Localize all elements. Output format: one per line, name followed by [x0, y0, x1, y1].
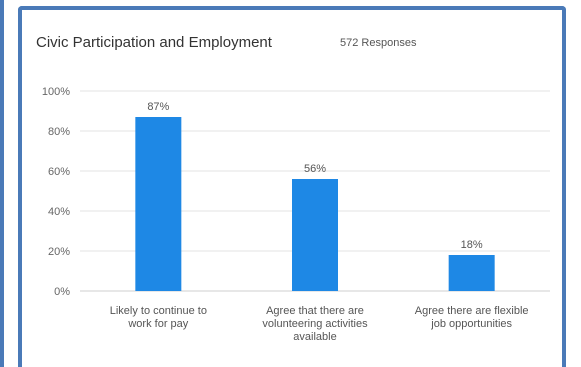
response-count: 572 Responses: [340, 37, 417, 49]
bar: [448, 255, 495, 291]
adjacent-panel-edge: [0, 0, 4, 367]
bar: [292, 179, 338, 291]
x-tick-label: Agree there are flexible job opportunitie…: [415, 305, 529, 330]
x-tick-label: Likely to continue to work for pay: [110, 305, 207, 330]
y-tick-label: 80%: [48, 126, 70, 138]
chart-title: Civic Participation and Employment: [36, 34, 272, 51]
y-tick-label: 40%: [48, 206, 70, 218]
bar: [135, 117, 182, 291]
y-tick-label: 0%: [54, 286, 70, 298]
data-label: 56%: [304, 163, 326, 175]
y-tick-label: 20%: [48, 246, 70, 258]
data-label: 87%: [147, 101, 169, 113]
y-tick-label: 100%: [42, 86, 70, 98]
data-label: 18%: [461, 239, 483, 251]
x-tick-label: Agree that there are volunteering activit…: [262, 305, 368, 343]
y-tick-label: 60%: [48, 166, 70, 178]
